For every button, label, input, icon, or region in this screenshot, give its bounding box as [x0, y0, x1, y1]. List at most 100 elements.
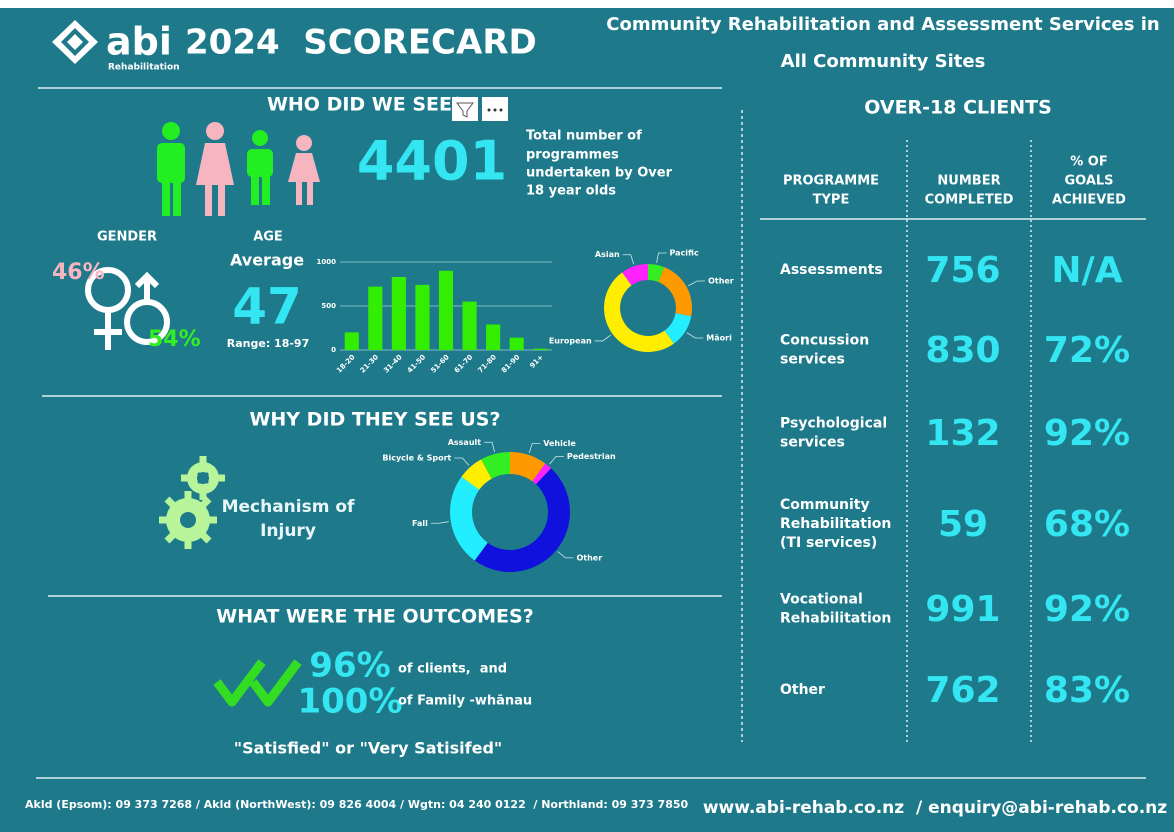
total-text: Total number of — [526, 129, 642, 144]
donut-slice — [532, 463, 552, 485]
family-text: of Family -whānau — [398, 694, 532, 709]
people-icons — [157, 122, 320, 216]
background — [0, 8, 1174, 832]
row-label: Other — [780, 682, 825, 698]
title: 2024 SCORECARD — [185, 23, 537, 63]
leader-line — [594, 334, 612, 342]
logo-mark — [52, 20, 98, 64]
slice-label: Bicycle & Sport — [382, 453, 451, 462]
dividers — [36, 87, 1146, 779]
donut-slice — [474, 468, 571, 573]
logo-text: abi — [106, 20, 172, 64]
number-completed: 756 — [925, 250, 1000, 291]
leader-line — [528, 443, 541, 454]
leader-line — [484, 441, 495, 453]
row-label: Assessments — [780, 262, 883, 278]
y-tick-label: 1000 — [317, 258, 337, 266]
male-pct: 54% — [148, 327, 201, 352]
column-header: COMPLETED — [925, 193, 1014, 208]
footer-web: www.abi-rehab.co.nz / enquiry@abi-rehab.… — [703, 798, 1167, 818]
section-heading: WHY DID THEY SEE US? — [249, 409, 500, 431]
leader-line — [549, 456, 564, 465]
bar — [438, 270, 454, 350]
column-header: TYPE — [813, 193, 850, 208]
average-label: Average — [230, 251, 304, 270]
donut-slice — [604, 272, 674, 352]
slice-label: Pedestrian — [567, 452, 616, 461]
row-label: Rehabilitation — [780, 611, 891, 627]
slice-label: Vehicle — [543, 439, 576, 448]
column-header: ACHIEVED — [1052, 193, 1126, 208]
row-label: Psychological — [780, 416, 887, 432]
age-label: AGE — [253, 230, 283, 245]
row-label: services — [780, 352, 845, 368]
bar — [415, 284, 430, 350]
leader-line — [430, 521, 449, 524]
gender-label: GENDER — [97, 230, 157, 245]
donut-slice — [450, 476, 488, 561]
number-completed: 830 — [925, 330, 1000, 371]
slice-label: Other — [708, 277, 734, 286]
donut-slice — [664, 313, 692, 344]
clients-text: of clients, and — [398, 662, 507, 677]
filter-icons[interactable] — [452, 97, 508, 121]
column-header: % OF — [1070, 155, 1107, 170]
leader-line — [688, 280, 706, 287]
slice-label: Other — [576, 553, 602, 562]
slice-label: European — [549, 336, 592, 345]
goals-achieved: 92% — [1044, 589, 1130, 630]
row-label: (TI services) — [780, 535, 877, 551]
average-age: 47 — [232, 278, 302, 336]
gender-symbols — [85, 267, 170, 350]
number-completed: 762 — [925, 670, 1000, 711]
bar — [486, 324, 501, 350]
table-title: OVER-18 CLIENTS — [864, 97, 1052, 119]
total-text: 18 year olds — [526, 184, 616, 199]
age-range: Range: 18-97 — [227, 337, 309, 350]
bar — [533, 348, 548, 350]
donut-slice — [658, 267, 692, 317]
subtitle: Community Rehabilitation and Assessment … — [606, 14, 1159, 35]
donut-slice — [510, 452, 546, 482]
goals-achieved: N/A — [1051, 250, 1122, 291]
total-text: programmes — [526, 148, 619, 163]
donut-slice — [481, 452, 510, 479]
logo-sub: Rehabilitation — [108, 63, 180, 73]
leader-line — [686, 332, 704, 339]
goals-achieved: 72% — [1044, 330, 1130, 371]
clients-pct: 96% — [309, 646, 390, 686]
row-label: Community — [780, 497, 870, 513]
y-tick-label: 0 — [331, 346, 336, 354]
quote: "Satisfied" or "Very Satisifed" — [234, 739, 502, 758]
section-heading: WHAT WERE THE OUTCOMES? — [216, 606, 534, 628]
donut-slice — [622, 264, 648, 286]
bar — [344, 332, 359, 350]
bar — [391, 276, 406, 350]
column-header: NUMBER — [937, 174, 1000, 189]
check-icons — [213, 659, 302, 707]
donut-slice — [648, 264, 665, 282]
row-label: Rehabilitation — [780, 516, 891, 532]
row-label: Vocational — [780, 592, 863, 608]
leader-line — [557, 551, 574, 559]
goals-achieved: 68% — [1044, 504, 1130, 545]
donut-slice — [461, 459, 492, 490]
slice-label: Assault — [448, 438, 482, 447]
slice-label: Pacific — [669, 248, 698, 257]
total-number: 4401 — [357, 130, 507, 193]
female-pct: 46% — [52, 260, 105, 285]
column-header: PROGRAMME — [783, 174, 879, 189]
row-label: services — [780, 435, 845, 451]
row-label: Concussion — [780, 333, 869, 349]
goals-achieved: 83% — [1044, 670, 1130, 711]
gear-icons — [159, 456, 225, 549]
slice-label: Fall — [412, 519, 428, 528]
y-tick-label: 500 — [321, 302, 336, 310]
number-completed: 59 — [938, 504, 988, 545]
number-completed: 991 — [925, 589, 1000, 630]
section-heading: WHO DID WE SEE? — [267, 94, 463, 116]
bar — [462, 301, 477, 350]
footer-phones: Akld (Epsom): 09 373 7268 / Akld (NorthW… — [25, 798, 689, 811]
number-completed: 132 — [925, 413, 1000, 454]
